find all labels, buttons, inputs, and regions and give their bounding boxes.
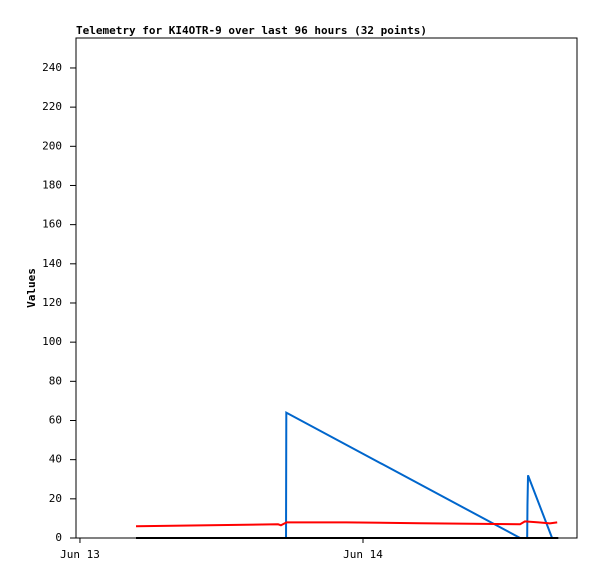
x-tick-label: Jun 14 — [343, 548, 383, 561]
y-tick-label: 140 — [42, 257, 62, 270]
series-line — [135, 520, 558, 528]
y-tick-label: 220 — [42, 100, 62, 113]
y-tick-label: 60 — [49, 413, 62, 426]
y-tick-label: 40 — [49, 453, 62, 466]
y-tick-label: 20 — [49, 492, 62, 505]
y-tick-label: 160 — [42, 218, 62, 231]
y-tick-label: 100 — [42, 335, 62, 348]
y-tick-label: 120 — [42, 296, 62, 309]
y-tick-label: 0 — [55, 531, 62, 544]
y-tick-label: 240 — [42, 61, 62, 74]
y-tick-label: 200 — [42, 139, 62, 152]
x-tick-label: Jun 13 — [60, 548, 100, 561]
y-tick-label: 80 — [49, 374, 62, 387]
y-tick-label: 180 — [42, 178, 62, 191]
chart-title: Telemetry for KI4OTR-9 over last 96 hour… — [76, 24, 427, 37]
y-axis-label: Values — [25, 268, 38, 308]
